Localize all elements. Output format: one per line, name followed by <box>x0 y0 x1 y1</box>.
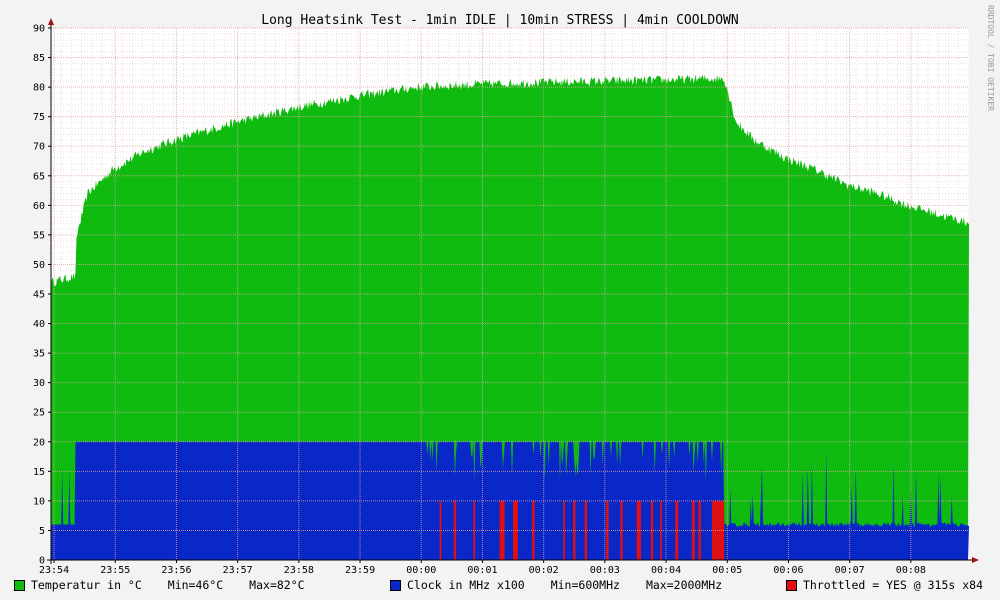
chart-title: Long Heatsink Test - 1min IDLE | 10min S… <box>261 13 738 28</box>
legend-temperature-max: Max=82°C <box>249 578 305 592</box>
x-tick-label: 00:01 <box>467 565 497 576</box>
legend-throttled-label: Throttled = YES @ 315s x84 <box>803 578 984 592</box>
legend-swatch-clock <box>390 579 401 591</box>
x-tick-label: 23:56 <box>161 565 191 576</box>
y-tick-label: 45 <box>33 290 45 301</box>
y-tick-label: 35 <box>33 349 45 360</box>
x-tick-label: 23:58 <box>284 565 314 576</box>
legend-clock-max: Max=2000MHz <box>645 578 723 592</box>
y-tick-label: 25 <box>33 408 45 419</box>
throttled-bar <box>453 500 457 560</box>
y-tick-label: 85 <box>33 53 45 64</box>
x-tick-label: 00:04 <box>651 565 681 576</box>
throttled-bar <box>573 500 576 560</box>
y-tick-label: 50 <box>33 260 45 271</box>
legend-temperature: Temperatur in °C Min=46°C Max=82°C <box>14 578 305 592</box>
y-tick-label: 10 <box>33 496 45 507</box>
y-tick-label: 30 <box>33 378 45 389</box>
x-axis-arrow <box>972 557 979 563</box>
y-tick-label: 90 <box>33 24 45 35</box>
y-tick-label: 5 <box>39 526 45 537</box>
y-tick-label: 55 <box>33 230 45 241</box>
throttled-bar <box>563 500 566 560</box>
legend-temperature-label: Temperatur in °C <box>31 578 142 592</box>
y-tick-label: 20 <box>33 437 45 448</box>
legend-swatch-temperature <box>14 579 25 591</box>
throttled-bar <box>473 500 476 560</box>
x-tick-label: 23:54 <box>39 565 69 576</box>
legend-clock: Clock in MHz x100 Min=600MHz Max=2000MHz <box>390 578 722 592</box>
y-tick-label: 0 <box>39 556 45 567</box>
legend-clock-label: Clock in MHz x100 <box>407 578 525 592</box>
y-tick-label: 70 <box>33 142 45 153</box>
x-tick-label: 00:03 <box>590 565 620 576</box>
x-tick-label: 00:00 <box>406 565 436 576</box>
throttled-bar <box>439 500 442 560</box>
x-tick-label: 23:55 <box>100 565 130 576</box>
legend-clock-min: Min=600MHz <box>550 578 620 592</box>
legend-swatch-throttled <box>786 579 797 591</box>
temperature-area <box>51 74 969 560</box>
x-tick-label: 00:02 <box>529 565 559 576</box>
throttled-bar <box>659 500 662 560</box>
x-tick-label: 23:59 <box>345 565 375 576</box>
x-tick-label: 00:05 <box>712 565 742 576</box>
watermark: RRDTOOL / TOBI OETIKER <box>986 5 995 111</box>
y-tick-label: 65 <box>33 171 45 182</box>
y-tick-label: 75 <box>33 112 45 123</box>
x-tick-label: 00:06 <box>773 565 803 576</box>
legend-temperature-min: Min=46°C <box>167 578 224 592</box>
throttled-bar <box>499 500 505 560</box>
throttled-bar <box>636 500 641 560</box>
y-axis-arrow <box>48 18 54 25</box>
x-tick-label: 00:07 <box>835 565 865 576</box>
x-tick-label: 23:57 <box>223 565 253 576</box>
y-tick-label: 15 <box>33 467 45 478</box>
axes: 0 5 10 15 20 25 30 35 40 45 50 55 60 65 70 75 80 85 90 23:5… <box>33 18 979 576</box>
throttled-bar <box>675 500 679 560</box>
y-tick-label: 40 <box>33 319 45 330</box>
y-tick-label: 60 <box>33 201 45 212</box>
x-tick-label: 00:08 <box>896 565 926 576</box>
legend-throttled: Throttled = YES @ 315s x84 <box>786 578 983 592</box>
y-tick-label: 80 <box>33 83 45 94</box>
legend: Temperatur in °C Min=46°C Max=82°C Clock… <box>0 578 1000 596</box>
